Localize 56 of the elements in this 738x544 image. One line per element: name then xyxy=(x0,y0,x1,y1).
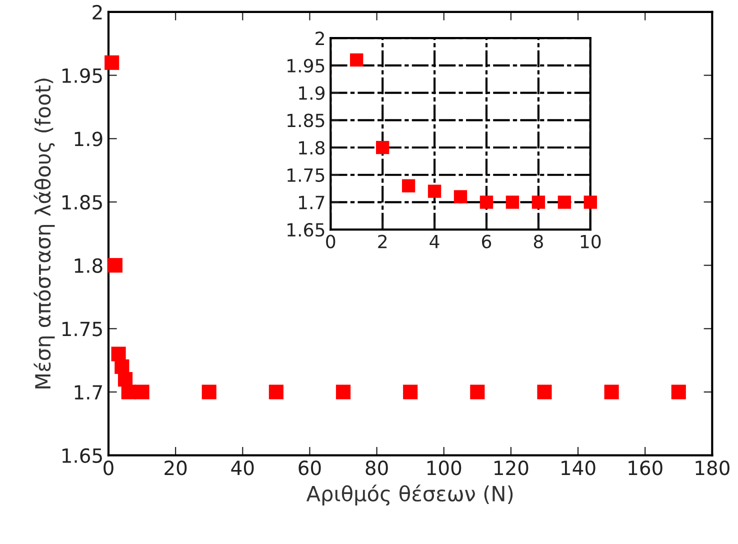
y-tick-label: 1.75 xyxy=(288,168,324,182)
point xyxy=(202,384,216,400)
point xyxy=(336,384,351,400)
x-tick-label: 8 xyxy=(534,234,543,248)
x-tick-label: 2 xyxy=(378,234,387,248)
point xyxy=(671,384,686,400)
y-tick-label: 1.65 xyxy=(62,448,102,463)
y-tick-label: 1.75 xyxy=(62,322,102,336)
point xyxy=(403,384,418,400)
y-tick-label: 1.8 xyxy=(74,258,102,273)
x-axis-title: Αριθμός θέσεων (N) xyxy=(306,484,513,506)
y-tick-label: 1.85 xyxy=(62,194,102,210)
x-tick-label: 180 xyxy=(696,460,730,476)
y-tick-label: 2 xyxy=(92,4,102,20)
y-tick-label: 1.85 xyxy=(288,114,324,128)
point xyxy=(584,196,597,209)
x-tick-label: 10 xyxy=(580,234,601,248)
x-tick-label: 60 xyxy=(298,460,321,476)
point xyxy=(402,179,416,192)
y-axis-title: Μέση απόσταση λάθους (foot) xyxy=(34,78,55,388)
x-tick-label: 100 xyxy=(427,460,462,476)
y-tick-label: 1.8 xyxy=(299,140,325,155)
y-tick-label: 1.7 xyxy=(74,385,102,400)
point xyxy=(558,196,572,209)
x-tick-label: 140 xyxy=(562,460,596,476)
point xyxy=(134,384,150,400)
point xyxy=(268,384,284,400)
y-tick-label: 1.9 xyxy=(299,86,324,100)
point xyxy=(108,258,122,273)
point xyxy=(532,196,546,209)
y-tick-label: 1.95 xyxy=(62,68,102,83)
point xyxy=(428,184,442,198)
point xyxy=(104,55,120,70)
y-tick-label: 1.65 xyxy=(288,223,324,237)
y-tick-label: 1.9 xyxy=(74,132,102,146)
point xyxy=(480,196,494,209)
point xyxy=(537,384,552,400)
point xyxy=(121,384,136,400)
y-tick-label: 1.7 xyxy=(299,196,324,210)
x-tick-label: 20 xyxy=(164,460,187,476)
y-tick-label: 2 xyxy=(316,32,324,45)
x-tick-label: 6 xyxy=(482,234,492,248)
y-tick-label: 1.95 xyxy=(288,58,324,73)
point xyxy=(604,384,619,400)
x-tick-label: 120 xyxy=(494,460,528,476)
point xyxy=(376,140,390,154)
x-tick-label: 40 xyxy=(231,460,254,476)
point xyxy=(470,384,485,400)
point xyxy=(506,196,520,209)
x-tick-label: 160 xyxy=(628,460,662,476)
x-tick-label: 4 xyxy=(430,234,440,248)
point xyxy=(350,53,364,67)
x-tick-label: 0 xyxy=(326,234,336,248)
point xyxy=(454,190,468,204)
x-tick-label: 0 xyxy=(104,460,114,476)
x-tick-label: 80 xyxy=(366,460,388,476)
